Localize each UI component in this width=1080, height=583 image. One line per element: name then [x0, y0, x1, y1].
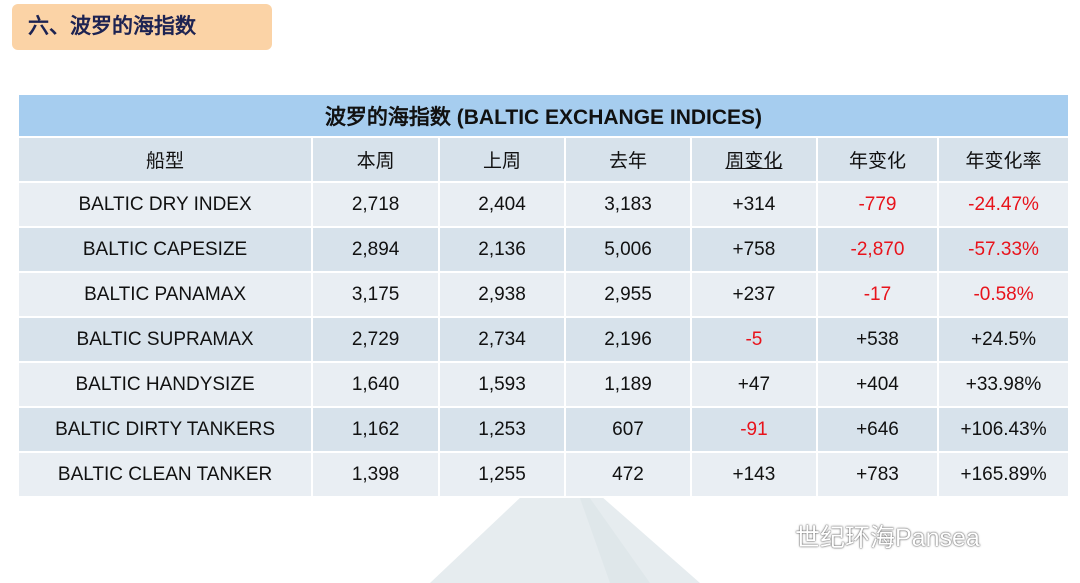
- column-header: 本周: [311, 136, 441, 183]
- cell: 472: [564, 451, 692, 498]
- cell: 2,734: [438, 316, 567, 363]
- cell: +106.43%: [937, 406, 1070, 453]
- index-table: 波罗的海指数 (BALTIC EXCHANGE INDICES) 船型 本周 上周 去年…: [16, 93, 1070, 498]
- cell: -0.58%: [937, 271, 1070, 318]
- row-label: BALTIC DIRTY TANKERS: [16, 406, 314, 453]
- section-title: 六、波罗的海指数: [12, 4, 272, 50]
- cell: +314: [690, 181, 818, 228]
- cell: 1,255: [438, 451, 567, 498]
- cell: 1,189: [564, 361, 692, 408]
- cell: -2,870: [815, 226, 940, 273]
- cell: +33.98%: [937, 361, 1070, 408]
- data-row: BALTIC CLEAN TANKER 1,398 1,255 472 +143 +783…: [16, 451, 1070, 498]
- cell: 2,955: [564, 271, 692, 318]
- cell: -5: [690, 316, 818, 363]
- cell: +24.5%: [937, 316, 1070, 363]
- cell: +47: [690, 361, 818, 408]
- cell: 1,593: [438, 361, 567, 408]
- cell: 5,006: [564, 226, 692, 273]
- cell: -57.33%: [937, 226, 1070, 273]
- cell: 2,136: [438, 226, 567, 273]
- cell: 2,729: [311, 316, 441, 363]
- data-row: BALTIC CAPESIZE 2,894 2,136 5,006 +758 -2,870…: [16, 226, 1070, 273]
- cell: 2,938: [438, 271, 567, 318]
- cell: +783: [815, 451, 940, 498]
- row-label: BALTIC PANAMAX: [16, 271, 314, 318]
- row-label: BALTIC CAPESIZE: [16, 226, 314, 273]
- cell: 3,175: [311, 271, 441, 318]
- cell: +646: [815, 406, 940, 453]
- cell: 607: [564, 406, 692, 453]
- watermark-shape: [570, 470, 650, 583]
- row-label: BALTIC DRY INDEX: [16, 181, 314, 228]
- cell: 2,718: [311, 181, 441, 228]
- cell: +237: [690, 271, 818, 318]
- watermark-text: 世纪环海Pansea: [795, 524, 980, 552]
- column-header: 周变化: [690, 136, 818, 183]
- cell: +404: [815, 361, 940, 408]
- cell: 2,196: [564, 316, 692, 363]
- cell: +143: [690, 451, 818, 498]
- cell: -24.47%: [937, 181, 1070, 228]
- row-label: BALTIC CLEAN TANKER: [16, 451, 314, 498]
- cell: 1,162: [311, 406, 441, 453]
- cell: 3,183: [564, 181, 692, 228]
- column-header: 年变化: [815, 136, 940, 183]
- watermark-shape: [430, 460, 700, 583]
- column-header: 上周: [438, 136, 567, 183]
- column-header: 去年: [564, 136, 692, 183]
- cell: -91: [690, 406, 818, 453]
- table-title: 波罗的海指数 (BALTIC EXCHANGE INDICES): [17, 93, 1070, 138]
- cell: 1,253: [438, 406, 567, 453]
- title-row: 波罗的海指数 (BALTIC EXCHANGE INDICES): [17, 93, 1070, 138]
- data-row: BALTIC PANAMAX 3,175 2,938 2,955 +237 -17 -0.5…: [16, 271, 1070, 318]
- cell: 1,640: [311, 361, 441, 408]
- column-header: 年变化率: [937, 136, 1070, 183]
- row-label: BALTIC HANDYSIZE: [16, 361, 314, 408]
- cell: +165.89%: [937, 451, 1070, 498]
- cell: +538: [815, 316, 940, 363]
- data-row: BALTIC HANDYSIZE 1,640 1,593 1,189 +47 +404 +3…: [16, 361, 1070, 408]
- header-row: 船型 本周 上周 去年 周变化 年变化 年变化率: [16, 136, 1070, 183]
- data-row: BALTIC SUPRAMAX 2,729 2,734 2,196 -5 +538 +24.…: [16, 316, 1070, 363]
- cell: +758: [690, 226, 818, 273]
- cell: -779: [815, 181, 940, 228]
- cell: 2,404: [438, 181, 567, 228]
- data-row: BALTIC DRY INDEX 2,718 2,404 3,183 +314 -779-…: [16, 181, 1070, 228]
- data-row: BALTIC DIRTY TANKERS 1,162 1,253 607 -91 +646…: [16, 406, 1070, 453]
- row-label: BALTIC SUPRAMAX: [16, 316, 314, 363]
- cell: 1,398: [311, 451, 441, 498]
- column-header: 船型: [16, 136, 314, 183]
- cell: -17: [815, 271, 940, 318]
- cell: 2,894: [311, 226, 441, 273]
